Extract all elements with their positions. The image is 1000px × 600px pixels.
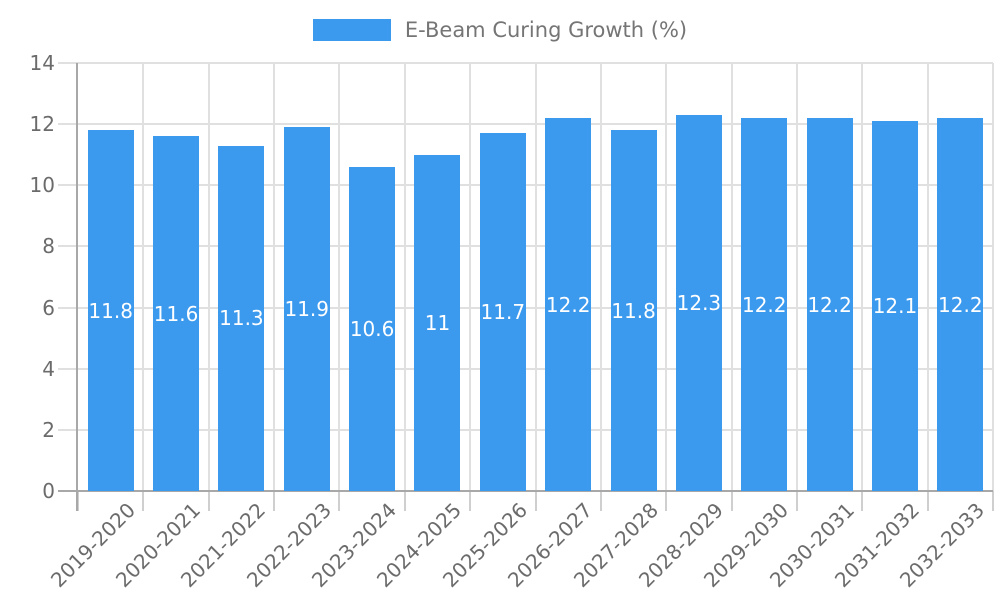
- bar[interactable]: [414, 154, 461, 491]
- y-axis-tick-label: 8: [42, 234, 55, 259]
- bar-value-label: 11.8: [88, 298, 133, 323]
- y-axis-tick-label: 14: [29, 51, 55, 75]
- gridline-vertical: [599, 63, 602, 491]
- bar[interactable]: [218, 145, 265, 491]
- x-axis-tick-mark: [861, 491, 864, 511]
- bar-value-label: 12.3: [676, 290, 722, 315]
- bar[interactable]: [937, 118, 984, 491]
- x-axis-tick-mark: [469, 491, 472, 511]
- gridline-vertical: [142, 63, 145, 491]
- bar-value-label: 10.6: [349, 316, 395, 341]
- y-axis-tick-label: 6: [42, 295, 55, 320]
- gridline-vertical: [730, 63, 733, 491]
- x-axis-tick-mark: [795, 491, 798, 511]
- y-axis-tick-label: 4: [42, 356, 55, 381]
- x-axis-tick-mark: [273, 491, 276, 511]
- bar-value-label: 11.8: [611, 298, 656, 323]
- bar[interactable]: [675, 114, 722, 491]
- y-axis-line: [76, 63, 78, 511]
- gridline-vertical: [926, 63, 929, 491]
- gridline-vertical: [207, 63, 210, 491]
- x-axis-tick-mark: [207, 491, 210, 511]
- x-axis-line: [58, 490, 993, 492]
- bar[interactable]: [806, 118, 853, 491]
- gridline-vertical: [403, 63, 406, 491]
- legend: E-Beam Curing Growth (%): [0, 18, 1000, 42]
- x-axis-tick-mark: [926, 491, 929, 511]
- bar-value-label: 11.7: [480, 300, 526, 325]
- x-axis-tick-mark: [730, 491, 733, 511]
- y-axis-tick-label: 10: [29, 173, 55, 198]
- bar-value-label: 12.1: [872, 294, 918, 319]
- bar[interactable]: [871, 121, 918, 491]
- y-axis-tick-label: 0: [42, 479, 55, 503]
- gridline-vertical: [795, 63, 798, 491]
- gridline-vertical: [861, 63, 864, 491]
- gridline-vertical: [665, 63, 668, 491]
- bar[interactable]: [545, 118, 592, 491]
- gridline-vertical: [273, 63, 276, 491]
- gridline-vertical: [992, 63, 994, 491]
- legend-item[interactable]: E-Beam Curing Growth (%): [312, 18, 688, 42]
- bar-value-label: 12.2: [545, 292, 591, 317]
- gridline-vertical: [469, 63, 472, 491]
- bar[interactable]: [479, 133, 526, 491]
- bar[interactable]: [153, 136, 200, 491]
- bar[interactable]: [741, 118, 788, 491]
- x-axis-tick-mark: [403, 491, 406, 511]
- x-axis-tick-mark: [534, 491, 537, 511]
- y-axis-tick-label: 12: [29, 112, 55, 137]
- x-axis-tick-mark: [77, 491, 79, 511]
- gridline-vertical: [534, 63, 537, 491]
- x-axis-tick-mark: [142, 491, 145, 511]
- legend-swatch: [312, 19, 391, 41]
- bar-value-label: 11.6: [153, 301, 199, 326]
- x-axis-tick-mark: [338, 491, 341, 511]
- legend-label: E-Beam Curing Growth (%): [404, 18, 688, 42]
- bar-value-label: 12.2: [938, 292, 983, 317]
- gridline-horizontal: [58, 123, 993, 126]
- gridline-horizontal: [58, 62, 993, 64]
- x-axis-tick-mark: [665, 491, 668, 511]
- gridline-vertical: [338, 63, 341, 491]
- x-axis-tick-mark: [599, 491, 602, 511]
- bar[interactable]: [87, 130, 134, 491]
- bar-value-label: 12.2: [807, 292, 852, 317]
- bar-value-label: 11.9: [284, 297, 330, 322]
- bar-value-label: 11: [424, 310, 451, 335]
- bar-value-label: 11.3: [219, 306, 264, 331]
- x-axis-tick-mark: [992, 491, 994, 511]
- bar[interactable]: [283, 127, 330, 491]
- bar[interactable]: [610, 130, 657, 491]
- bar-value-label: 12.2: [741, 292, 787, 317]
- bar[interactable]: [349, 166, 396, 491]
- y-axis-tick-label: 2: [42, 417, 55, 442]
